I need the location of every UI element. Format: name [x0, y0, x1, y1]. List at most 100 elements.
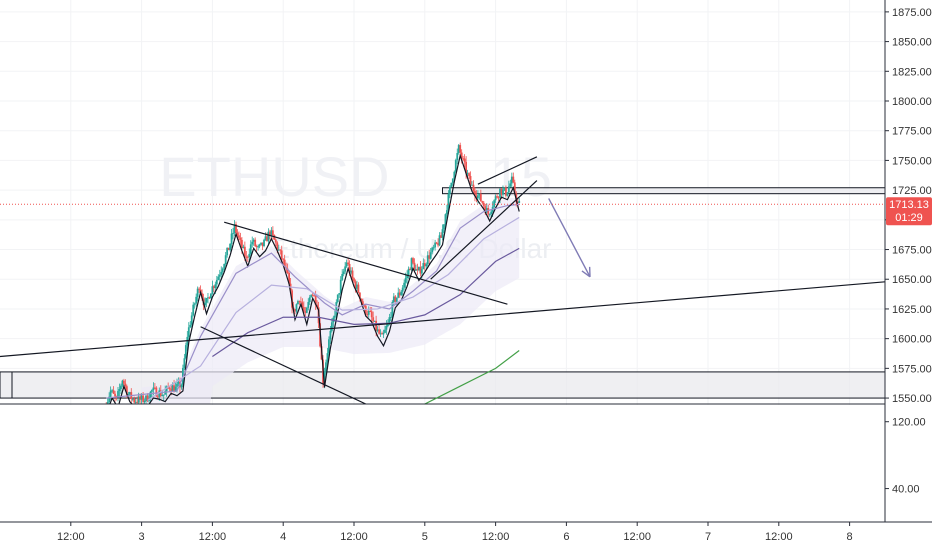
candle-body [405, 278, 407, 283]
time-tick-label: 3 [139, 531, 145, 543]
candle-body [110, 391, 112, 397]
candle-body [481, 201, 483, 203]
candle-body [344, 266, 346, 271]
candle-body [300, 301, 302, 302]
candle-body [142, 396, 144, 402]
candle-body [181, 385, 183, 388]
price-tick-label: 1725.00 [892, 185, 932, 197]
candle-body [400, 292, 402, 296]
candle-body [452, 179, 454, 183]
candle-body [384, 330, 386, 333]
time-tick-label: 4 [280, 531, 286, 543]
candle-body [251, 242, 253, 245]
candle-body [518, 201, 520, 203]
candle-body [240, 238, 242, 240]
candle-body [197, 289, 199, 297]
candle-body [456, 153, 458, 160]
volume-tick-label: 120.00 [892, 417, 926, 429]
candle-body [114, 394, 116, 397]
candle-body [144, 401, 146, 402]
candle-body [281, 250, 283, 258]
candle-body [198, 289, 200, 290]
candle-body [442, 229, 444, 238]
price-tick-label: 1600.00 [892, 334, 932, 346]
time-tick-label: 5 [422, 531, 428, 543]
candle-body [223, 264, 225, 269]
watermark-symbol: ETHUSD [159, 145, 389, 208]
candle-body [189, 325, 191, 327]
candle-body [151, 390, 153, 392]
candle-body [259, 244, 261, 246]
candle-body [192, 305, 194, 316]
volume-axis[interactable]: 40.00 120.00 [885, 417, 926, 496]
candle-body [176, 384, 178, 387]
candle-body [473, 185, 475, 191]
candle-body [343, 272, 345, 274]
candle-body [383, 333, 385, 335]
candle-body [371, 311, 373, 317]
price-tick-label: 1750.00 [892, 155, 932, 167]
candle-body [238, 235, 240, 238]
candle-body [113, 390, 115, 393]
candle-body [477, 195, 479, 198]
candle-body [334, 316, 336, 318]
candle-body [378, 329, 380, 333]
candle-body [331, 322, 333, 331]
candle-body [509, 183, 511, 186]
candle-body [459, 145, 461, 152]
candle-body [507, 192, 509, 195]
candle-body [443, 224, 445, 229]
price-tick-label: 1675.00 [892, 245, 932, 257]
candle-body [188, 327, 190, 337]
candle-body [430, 252, 432, 258]
candle-body [229, 244, 231, 250]
price-tick-label: 1875.00 [892, 7, 932, 19]
candle-body [502, 190, 504, 195]
candle-body [257, 246, 259, 247]
candle-body [358, 285, 360, 293]
arrow-shaft [549, 198, 590, 276]
price-tick-label: 1650.00 [892, 274, 932, 286]
price-tick-label: 1575.00 [892, 363, 932, 375]
candle-body [279, 249, 281, 250]
candle-body [206, 298, 208, 303]
candle-body [124, 384, 126, 387]
candle-body [468, 173, 470, 176]
candle-body [421, 269, 423, 273]
candle-body [450, 183, 452, 187]
candle-body [487, 208, 489, 214]
time-tick-label: 12:00 [57, 531, 85, 543]
candle-body [195, 297, 197, 304]
candle-body [263, 240, 265, 246]
candle-body [386, 326, 388, 330]
candle-body [352, 271, 354, 279]
candle-body [272, 230, 274, 235]
candle-body [282, 259, 284, 260]
candle-body [217, 277, 219, 280]
candle-body [347, 263, 349, 264]
price-tick-label: 1625.00 [892, 304, 932, 316]
price-tick-label: 1775.00 [892, 126, 932, 138]
candle-body [493, 200, 495, 207]
volume-tick-label: 40.00 [892, 484, 920, 496]
candle-body [496, 196, 498, 197]
candle-body [120, 386, 122, 389]
candle-body [248, 254, 250, 257]
price-tick-label: 1850.00 [892, 37, 932, 49]
candle-body [396, 298, 398, 302]
candle-body [216, 280, 218, 284]
candle-body [489, 214, 491, 215]
candle-body [512, 177, 514, 183]
time-tick-label: 8 [847, 531, 853, 543]
candle-body [341, 274, 343, 280]
candle-body [330, 331, 332, 339]
candle-body [309, 297, 311, 302]
candle-body [185, 345, 187, 358]
candle-body [403, 283, 405, 288]
candle-body [296, 304, 298, 311]
time-tick-label: 12:00 [765, 531, 793, 543]
candle-body [449, 187, 451, 194]
candle-body [250, 244, 252, 254]
